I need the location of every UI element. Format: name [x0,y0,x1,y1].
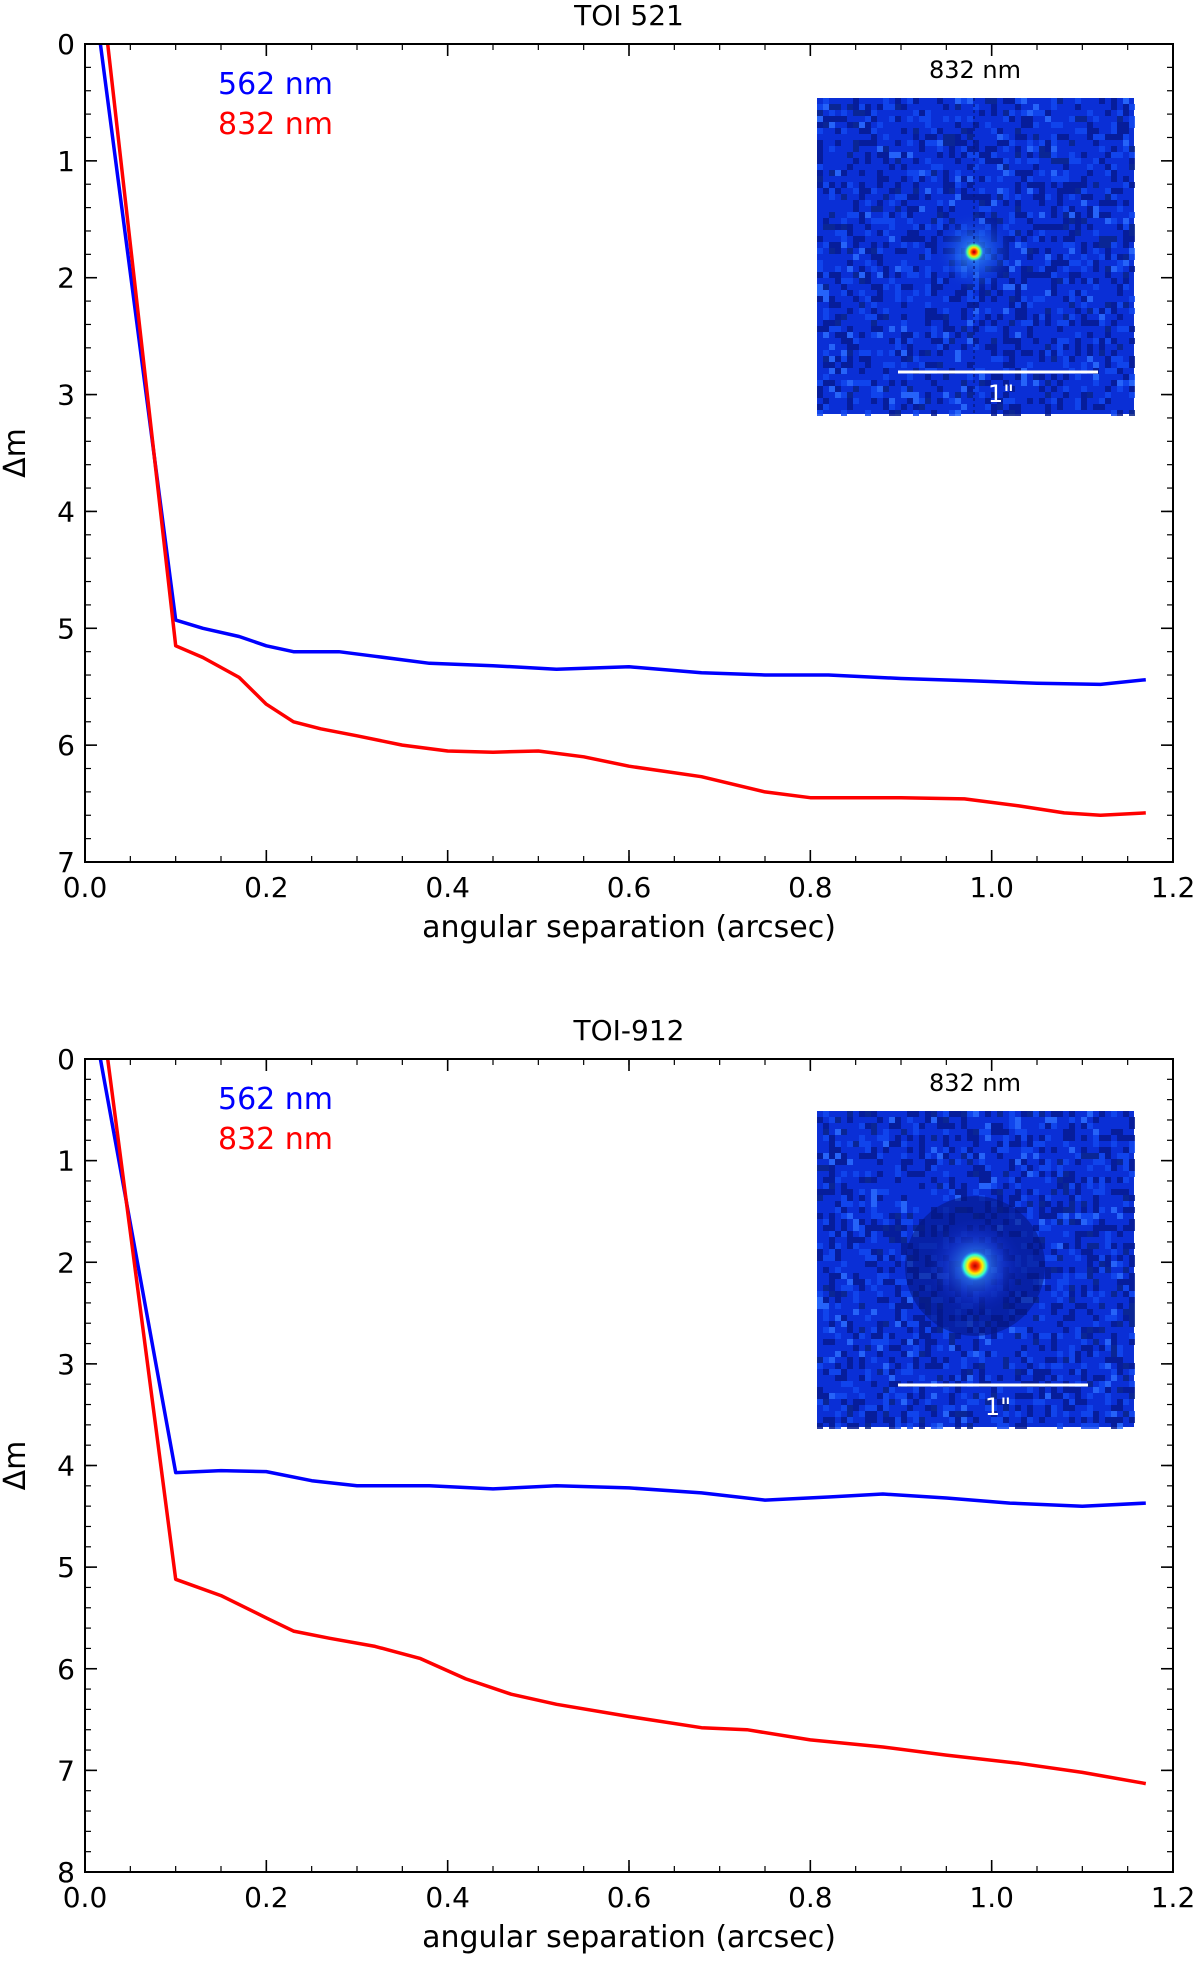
y-tick-label: 6 [57,729,75,762]
psf-core [964,242,984,262]
psf-core [960,1251,990,1281]
inset-label: 832 nm [929,56,1021,84]
y-tick-label: 2 [57,262,75,295]
x-tick-label: 1.2 [1151,1881,1196,1914]
y-tick-label: 1 [57,145,75,178]
y-axis-label: Δm [0,1441,33,1491]
y-tick-label: 3 [57,1348,75,1381]
series-line-562-nm [98,1058,1146,1508]
series-line-832-nm [105,1058,1147,1786]
y-tick-label: 4 [57,495,75,528]
series-line-562-nm [98,43,1146,687]
inset-image: 1" [817,98,1135,416]
x-tick-label: 0.4 [425,1881,470,1914]
x-tick-label: 0.6 [607,1881,652,1914]
y-tick-label: 7 [57,846,75,879]
x-tick-label: 1.0 [969,1881,1014,1914]
y-tick-label: 7 [57,1754,75,1787]
x-tick-label: 0.2 [244,1881,289,1914]
x-tick-label: 1.0 [969,871,1014,904]
x-tick-label: 0.8 [788,1881,833,1914]
inset-image: 1" [817,1111,1135,1429]
scale-bar-label: 1" [988,380,1014,408]
chart-title: TOI 521 [573,0,684,32]
x-tick-label: 0.8 [788,871,833,904]
y-tick-label: 3 [57,379,75,412]
inset-label: 832 nm [929,1069,1021,1097]
y-tick-label: 0 [57,28,75,61]
x-tick-label: 0.0 [63,871,108,904]
x-tick-label: 0.6 [607,871,652,904]
legend-entry-562-nm: 562 nm [218,67,333,102]
y-tick-label: 2 [57,1246,75,1279]
x-tick-label: 0.0 [63,1881,108,1914]
y-tick-label: 6 [57,1653,75,1686]
legend-entry-832-nm: 832 nm [218,107,333,142]
x-axis-label: angular separation (arcsec) [422,910,836,945]
y-axis-label: Δm [0,428,33,478]
chart-title: TOI-912 [573,1014,685,1047]
legend-entry-832-nm: 832 nm [218,1122,333,1157]
x-tick-label: 0.2 [244,871,289,904]
y-tick-label: 5 [57,1551,75,1584]
series-line-832-nm [105,43,1146,818]
legend-entry-562-nm: 562 nm [218,1082,333,1117]
scale-bar-label: 1" [985,1393,1011,1421]
chart-panel-1: TOI 521 1" 832 nm 0.0 0.2 0.4 0.6 0.8 1.0 1.2 0 1 2 3… [0,0,1195,945]
x-axis-label: angular separation (arcsec) [422,1920,836,1955]
x-tick-label: 0.4 [425,871,470,904]
y-tick-label: 5 [57,612,75,645]
y-tick-label: 8 [57,1856,75,1889]
y-tick-label: 1 [57,1145,75,1178]
y-tick-label: 4 [57,1450,75,1483]
x-tick-label: 1.2 [1151,871,1196,904]
chart-panel-2: TOI-912 1" 832 nm 0.0 0.2 0.4 0.6 0.8 1.0 1.2 0 1 2 3… [0,1014,1195,1955]
y-tick-label: 0 [57,1043,75,1076]
